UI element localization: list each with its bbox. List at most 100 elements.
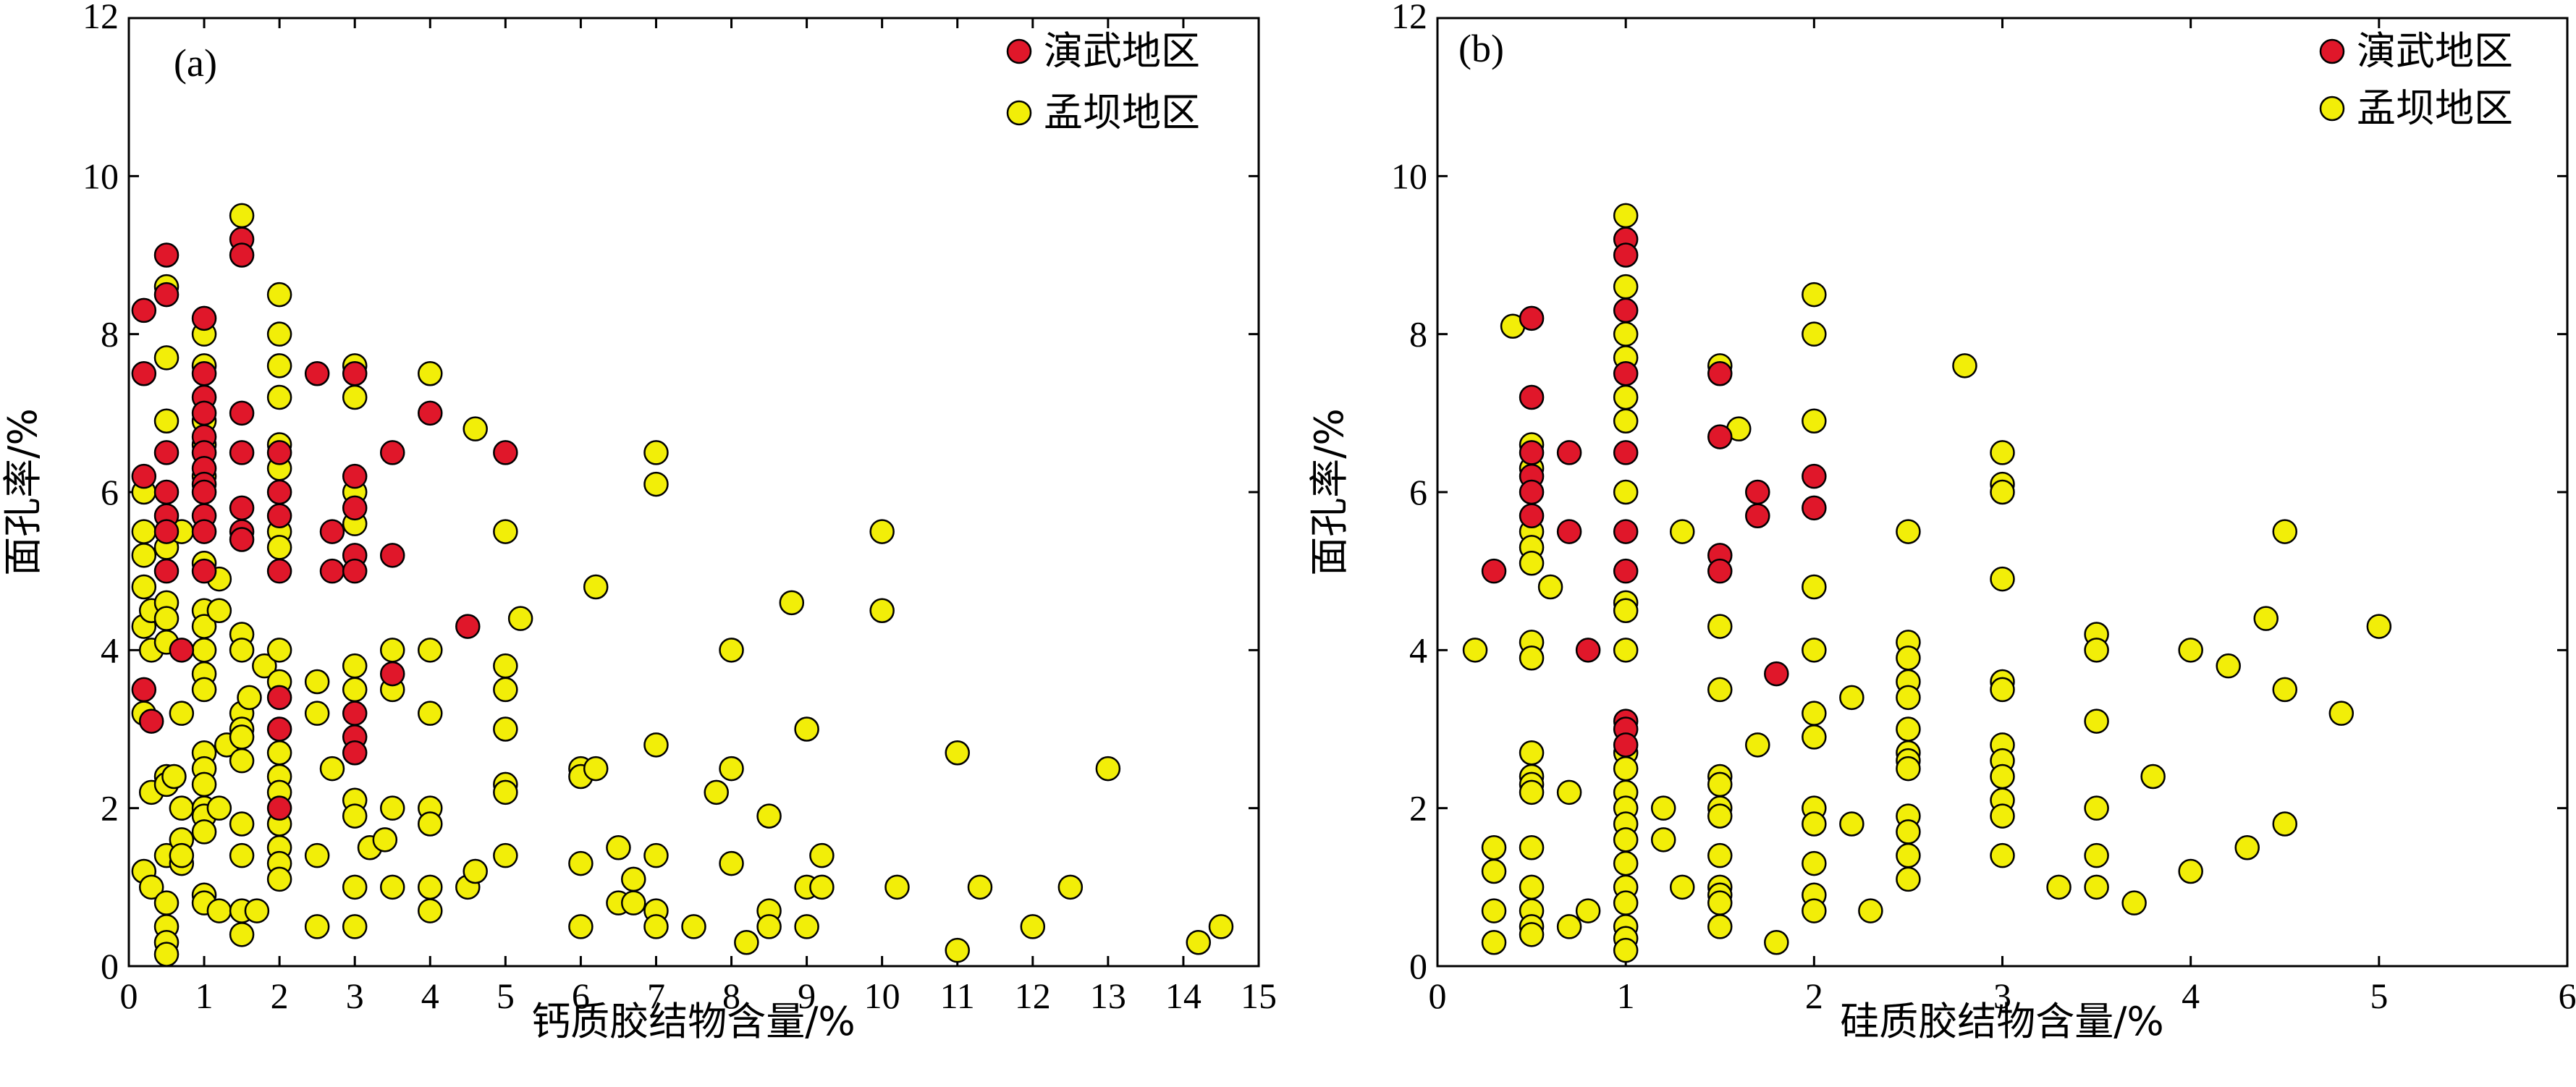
panel-b-point-mengba [1669, 874, 1695, 900]
panel-a-point-mengba [342, 384, 368, 410]
panel-a-x-axis-label: 钙质胶结物含量/% [531, 999, 856, 1044]
panel-b-point-mengba [1745, 732, 1770, 758]
panel-a-point-mengba [418, 701, 443, 726]
panel-b-point-yanwu [1802, 463, 1827, 489]
panel-a-point-mengba [266, 282, 292, 308]
panel-b-point-mengba [1802, 638, 1827, 663]
panel-a-point-mengba [379, 795, 405, 821]
panel-a-point-mengba [418, 638, 443, 663]
panel-a-point-mengba [606, 835, 631, 860]
panel-a-x-tick-label: 1 [195, 976, 214, 1016]
panel-a-point-mengba [244, 898, 270, 923]
panel-a-point-yanwu [153, 242, 180, 268]
panel-a-point-mengba [342, 803, 368, 829]
panel-b-point-mengba [1613, 203, 1639, 229]
panel-a-point-mengba [1020, 914, 1046, 939]
panel-b-point-mengba [1519, 779, 1545, 805]
panel-a-point-yanwu [342, 740, 368, 766]
panel-b-point-mengba [2121, 890, 2147, 915]
panel-b-point-mengba [1613, 850, 1639, 876]
panel-a-point-mengba [304, 914, 330, 939]
panel-b-point-mengba [1519, 835, 1545, 860]
panel-b-y-tick-label: 0 [1409, 946, 1427, 986]
panel-a-point-yanwu [229, 242, 255, 268]
panel-a-point-mengba [229, 724, 255, 750]
panel-a-point-yanwu [342, 463, 368, 489]
panel-a-point-mengba [138, 874, 164, 900]
panel-a-point-mengba [266, 321, 292, 347]
panel-b-point-mengba [2328, 701, 2355, 726]
panel-b-point-yanwu [1613, 440, 1639, 465]
panel-b-point-mengba [1990, 677, 2015, 703]
panel-a-point-mengba [493, 653, 518, 679]
panel-b-legend-marker-yanwu [2319, 38, 2345, 64]
panel-b-y-tick-label: 2 [1409, 788, 1427, 829]
panel-a-plot-frame [127, 17, 1260, 968]
panel-b-point-mengba [1764, 930, 1789, 955]
panel-b-point-mengba [1613, 274, 1639, 300]
panel-b-point-mengba [2272, 519, 2297, 544]
panel-a-point-mengba [342, 677, 368, 703]
panel-a-point-mengba [794, 716, 819, 742]
panel-a-point-mengba [493, 677, 518, 703]
panel-b-point-yanwu [1764, 661, 1789, 687]
panel-b-point-mengba [2084, 874, 2109, 900]
panel-a-point-mengba [342, 914, 368, 939]
panel-a-point-yanwu [153, 519, 180, 544]
panel-b-point-yanwu [1707, 424, 1733, 449]
panel-a-y-tick-label: 0 [101, 946, 119, 986]
panel-a-point-mengba [169, 842, 195, 868]
panel-b-point-mengba [1613, 321, 1639, 347]
panel-a-point-mengba [131, 543, 157, 568]
panel-a-point-mengba [229, 811, 255, 837]
panel-b-point-mengba [1481, 898, 1507, 923]
panel-b-point-mengba [2084, 709, 2109, 734]
panel-b-point-mengba [2272, 811, 2297, 837]
panel-a-point-mengba [418, 361, 443, 386]
panel-a-point-yanwu [131, 297, 157, 323]
panel-b-point-yanwu [1613, 732, 1639, 758]
panel-b-point-mengba [2178, 858, 2203, 884]
panel-a-point-mengba [229, 842, 255, 868]
panel-a-point-mengba [620, 866, 646, 892]
panel-b-point-mengba [1613, 756, 1639, 782]
panel-a-point-mengba [169, 701, 195, 726]
panel-a-point-mengba [304, 669, 330, 695]
panel-a-point-mengba [719, 638, 744, 663]
panel-a-legend-yanwu: 演武地区 [1044, 28, 1200, 74]
panel-b-point-mengba [1707, 771, 1733, 798]
panel-a-point-mengba [379, 874, 405, 900]
panel-a-point-mengba [266, 535, 292, 560]
panel-b-x-tick-label: 2 [1805, 976, 1823, 1016]
panel-b-legend: 演武地区 孟坝地区 [2319, 28, 2513, 131]
panel-b-point-mengba [1481, 858, 1507, 884]
panel-b-point-mengba [1896, 819, 1921, 845]
panel-b-point-mengba [1462, 638, 1488, 663]
panel-b-point-mengba [1613, 384, 1639, 410]
panel-a-point-mengba [583, 574, 609, 600]
panel-a-point-yanwu [229, 495, 255, 521]
panel-a-point-yanwu [191, 479, 217, 505]
panel-a-point-yanwu [169, 638, 195, 663]
panel-a-point-yanwu [131, 677, 157, 703]
panel-b-point-yanwu [1556, 440, 1582, 465]
panel-a-point-yanwu [266, 558, 292, 584]
panel-a-point-mengba [161, 764, 187, 790]
panel-a-y-tick-label: 2 [101, 788, 119, 829]
panel-b-point-mengba [1802, 811, 1827, 837]
panel-b-point-mengba [1990, 479, 2015, 505]
panel-a-point-yanwu [342, 701, 368, 726]
panel-b-point-yanwu [1802, 495, 1827, 521]
panel-a-point-mengba [153, 408, 180, 433]
panel-b-x-tick-label: 1 [1617, 976, 1635, 1016]
panel-a-point-mengba [704, 779, 729, 805]
panel-a-point-yanwu [455, 614, 481, 639]
panel-b-point-mengba [2253, 606, 2279, 631]
panel-a-point-mengba [153, 890, 180, 915]
panel-b-point-mengba [1707, 914, 1733, 939]
panel-a-point-yanwu [266, 479, 292, 505]
panel-b-x-axis-label: 硅质胶结物含量/% [1840, 999, 2164, 1044]
panel-a-x-tick-label: 8 [722, 976, 740, 1016]
panel-a-point-mengba [237, 685, 262, 711]
panel-a-point-mengba [507, 606, 533, 631]
